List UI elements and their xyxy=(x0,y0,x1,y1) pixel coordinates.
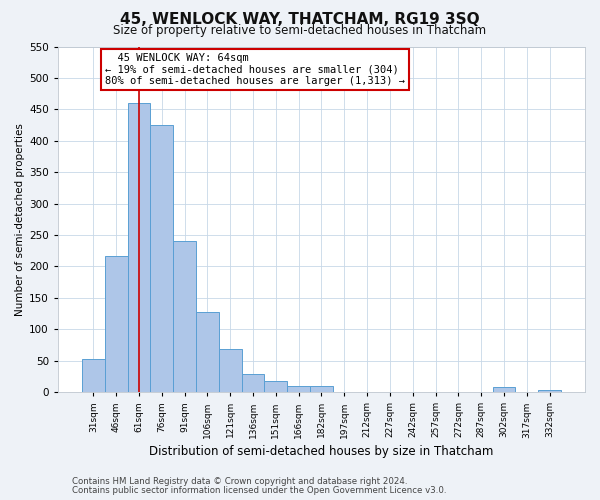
Bar xyxy=(151,125,173,392)
Y-axis label: Number of semi-detached properties: Number of semi-detached properties xyxy=(15,123,25,316)
Bar xyxy=(219,350,242,392)
Bar xyxy=(265,382,287,392)
Bar xyxy=(287,386,310,392)
Bar xyxy=(128,103,151,392)
Bar xyxy=(105,256,128,392)
Text: Size of property relative to semi-detached houses in Thatcham: Size of property relative to semi-detach… xyxy=(113,24,487,37)
Text: Contains public sector information licensed under the Open Government Licence v3: Contains public sector information licen… xyxy=(72,486,446,495)
Bar xyxy=(310,386,333,392)
Text: 45 WENLOCK WAY: 64sqm  
← 19% of semi-detached houses are smaller (304)
80% of s: 45 WENLOCK WAY: 64sqm ← 19% of semi-deta… xyxy=(105,53,405,86)
Bar xyxy=(82,360,105,392)
Bar xyxy=(538,390,561,392)
Bar xyxy=(196,312,219,392)
X-axis label: Distribution of semi-detached houses by size in Thatcham: Distribution of semi-detached houses by … xyxy=(149,444,494,458)
Text: 45, WENLOCK WAY, THATCHAM, RG19 3SQ: 45, WENLOCK WAY, THATCHAM, RG19 3SQ xyxy=(120,12,480,28)
Bar xyxy=(173,242,196,392)
Bar xyxy=(493,387,515,392)
Text: Contains HM Land Registry data © Crown copyright and database right 2024.: Contains HM Land Registry data © Crown c… xyxy=(72,477,407,486)
Bar xyxy=(242,374,265,392)
